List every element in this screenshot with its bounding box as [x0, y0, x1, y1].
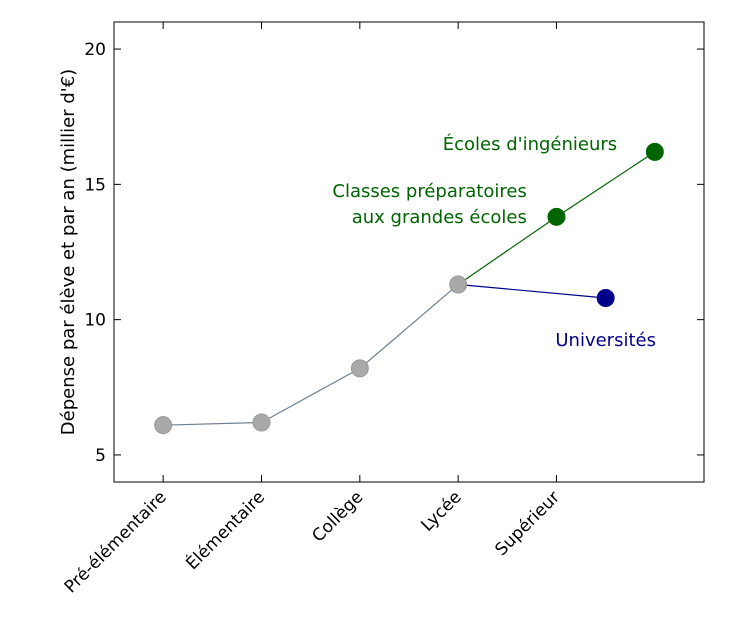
series-line-universites	[458, 283, 606, 299]
y-axis: 5 10 15 20	[84, 40, 704, 466]
annotation-label: Classes préparatoires	[332, 181, 526, 202]
x-tick-label: Élémentaire	[181, 486, 269, 574]
point-common	[252, 413, 271, 432]
point-common	[154, 416, 173, 435]
annotation-label: Universités	[555, 330, 656, 351]
y-tick-label: 15	[84, 175, 106, 195]
y-tick-label: 20	[84, 40, 106, 60]
y-axis-title: Dépense par élève et par an (millier d'€…	[58, 69, 79, 435]
series-layer	[154, 142, 664, 435]
point-common	[350, 359, 369, 378]
x-axis: Pré-élémentaire Élémentaire Collège Lycée Su…	[61, 22, 564, 597]
annotation-label: aux grandes écoles	[352, 207, 527, 228]
x-tick-label: Pré-élémentaire	[61, 487, 171, 597]
series-line-common	[163, 284, 459, 426]
annotation-label: Écoles d'ingénieurs	[443, 133, 617, 155]
y-tick-label: 10	[84, 311, 106, 331]
x-tick-label: Collège	[308, 487, 367, 546]
x-tick-label: Supérieur	[491, 487, 564, 560]
point-common	[449, 275, 468, 294]
point-ecoles	[547, 207, 566, 226]
point-ecoles	[645, 142, 664, 161]
annotation-layer: Écoles d'ingénieurs Classes préparatoires…	[332, 133, 656, 351]
point-universites	[596, 289, 615, 307]
plot-frame	[113, 21, 705, 483]
y-tick-label: 5	[95, 446, 106, 466]
x-tick-label: Lycée	[417, 487, 465, 535]
